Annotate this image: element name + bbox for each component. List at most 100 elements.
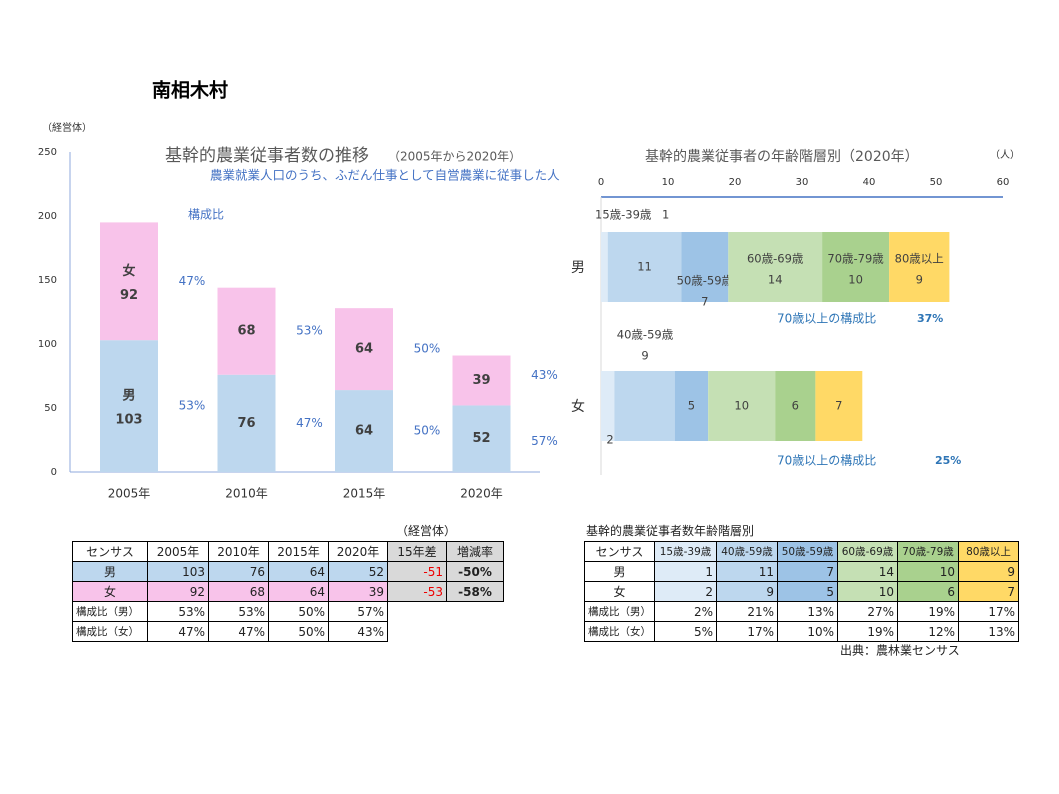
value-label: 103 xyxy=(115,413,142,428)
table-unit: （経営体） xyxy=(396,524,457,538)
x-tick-label: 2010年 xyxy=(225,487,268,501)
source: 出典：農林業センサス xyxy=(840,644,960,658)
bar-segment xyxy=(889,232,950,302)
table-cell xyxy=(388,602,447,622)
table-cell: 50% xyxy=(268,621,329,642)
series-label: 男 xyxy=(122,389,135,404)
y-tick-label: 150 xyxy=(38,275,57,286)
table-cell: 103 xyxy=(147,561,209,582)
table-cell: 10 xyxy=(897,561,959,582)
table-cell: 5 xyxy=(777,581,838,602)
share-label: 47% xyxy=(179,274,206,288)
annotation: 農業就業人口のうち、ふだん仕事として自営農業に従事した人 xyxy=(210,168,560,183)
value-label: 7 xyxy=(835,399,842,413)
bar-segment xyxy=(775,371,816,441)
value-label: 10 xyxy=(734,399,749,413)
x-tick-label: 20 xyxy=(729,177,742,188)
value-label: 6 xyxy=(792,399,799,413)
bar-segment xyxy=(100,222,158,341)
table-row: 男 1 11 7 14 10 9 xyxy=(584,561,1019,582)
annotation: 70歳以上の構成比 xyxy=(777,312,876,326)
table-cell: 70歳-79歳 xyxy=(897,541,959,562)
share-label: 53% xyxy=(296,324,323,338)
bar-segment xyxy=(452,355,511,406)
share-label: 43% xyxy=(531,368,558,382)
table-cell: -53 xyxy=(387,581,447,602)
table-cell: -58% xyxy=(446,581,504,602)
value-label: 52 xyxy=(472,431,490,446)
table-cell: 構成比（女） xyxy=(72,621,148,642)
table-cell: 7 xyxy=(958,581,1019,602)
x-tick-label: 2020年 xyxy=(460,487,503,501)
table-cell: -50% xyxy=(446,561,504,582)
table-row: センサス 2005年 2010年 2015年 2020年 15年差 増減率 xyxy=(72,541,504,562)
share-label: 50% xyxy=(414,342,441,356)
bar-segment xyxy=(335,390,393,472)
table-cell: センサス xyxy=(584,541,655,562)
y-tick-label: 200 xyxy=(38,211,57,222)
share-title: 構成比 xyxy=(188,208,224,222)
y-tick-label: 0 xyxy=(51,467,57,478)
table-cell: 13% xyxy=(777,601,838,622)
table-cell: -51 xyxy=(387,561,447,582)
value-label: 64 xyxy=(355,342,373,357)
table-cell: 11 xyxy=(716,561,778,582)
table-row: 女 92 68 64 39 -53 -58% xyxy=(72,581,504,602)
table-cell: 60歳-69歳 xyxy=(837,541,898,562)
y-tick-label: 100 xyxy=(38,339,57,350)
bar-segment xyxy=(217,374,276,472)
table-cell: 男 xyxy=(72,561,148,582)
table-cell: 40歳-59歳 xyxy=(716,541,778,562)
value-label: 10 xyxy=(848,273,863,287)
value-label: 68 xyxy=(237,324,255,339)
table-row: 男 103 76 64 52 -51 -50% xyxy=(72,561,504,582)
table-cell: 52 xyxy=(328,561,388,582)
series-label: 女 xyxy=(122,263,135,279)
table-cell: 2% xyxy=(654,601,717,622)
value-label: 14 xyxy=(768,273,783,287)
bar-segment xyxy=(601,371,615,441)
table-cell: 2015年 xyxy=(268,541,329,562)
bar-segment xyxy=(815,371,863,441)
value-label: 92 xyxy=(120,288,138,303)
bar-segment xyxy=(728,232,823,302)
share-label: 50% xyxy=(414,424,441,438)
table-cell xyxy=(447,602,504,622)
table-cell: 9 xyxy=(958,561,1019,582)
value-label: 2 xyxy=(606,433,613,447)
table-cell: 構成比（男） xyxy=(584,601,655,622)
share-label: 57% xyxy=(531,434,558,448)
table-row: 女 2 9 5 10 6 7 xyxy=(584,581,1019,602)
table-cell xyxy=(388,622,447,642)
bar-segment xyxy=(100,340,158,472)
annotation-value: 25% xyxy=(935,454,961,467)
table-cell: 構成比（男） xyxy=(72,601,148,622)
table-cell: 50% xyxy=(268,601,329,622)
table-cell: 53% xyxy=(208,601,269,622)
share-label: 47% xyxy=(296,416,323,430)
table-body: センサス 15歳-39歳 40歳-59歳 50歳-59歳 60歳-69歳 70歳-79歳 8… xyxy=(584,541,1019,642)
y-tick-label: 50 xyxy=(44,403,57,414)
chart-title: 基幹的農業従事者数の推移 xyxy=(165,145,369,166)
table-cell: 女 xyxy=(584,581,655,602)
series-label: 60歳-69歳 xyxy=(747,252,804,266)
table-cell: 15年差 xyxy=(387,541,447,562)
table-cell: 68 xyxy=(208,581,269,602)
y-tick-label: 250 xyxy=(38,147,57,158)
chart-subtitle: （2005年から2020年） xyxy=(388,150,521,164)
value-label: 9 xyxy=(641,349,648,363)
table-cell: 17% xyxy=(958,601,1019,622)
table-row: センサス 15歳-39歳 40歳-59歳 50歳-59歳 60歳-69歳 70歳-79歳 8… xyxy=(584,541,1019,562)
bar-segment xyxy=(607,232,682,302)
table-cell: センサス xyxy=(72,541,148,562)
series-label: 50歳-59歳 xyxy=(677,274,734,288)
table-cell: 57% xyxy=(328,601,388,622)
table-row: 構成比（男） 53% 53% 50% 57% xyxy=(72,601,504,622)
x-tick-label: 2015年 xyxy=(343,487,386,501)
bar-segment xyxy=(335,308,393,391)
x-axis-label: （人） xyxy=(990,149,1020,161)
x-tick-label: 0 xyxy=(598,177,604,188)
table-cell: 39 xyxy=(328,581,388,602)
